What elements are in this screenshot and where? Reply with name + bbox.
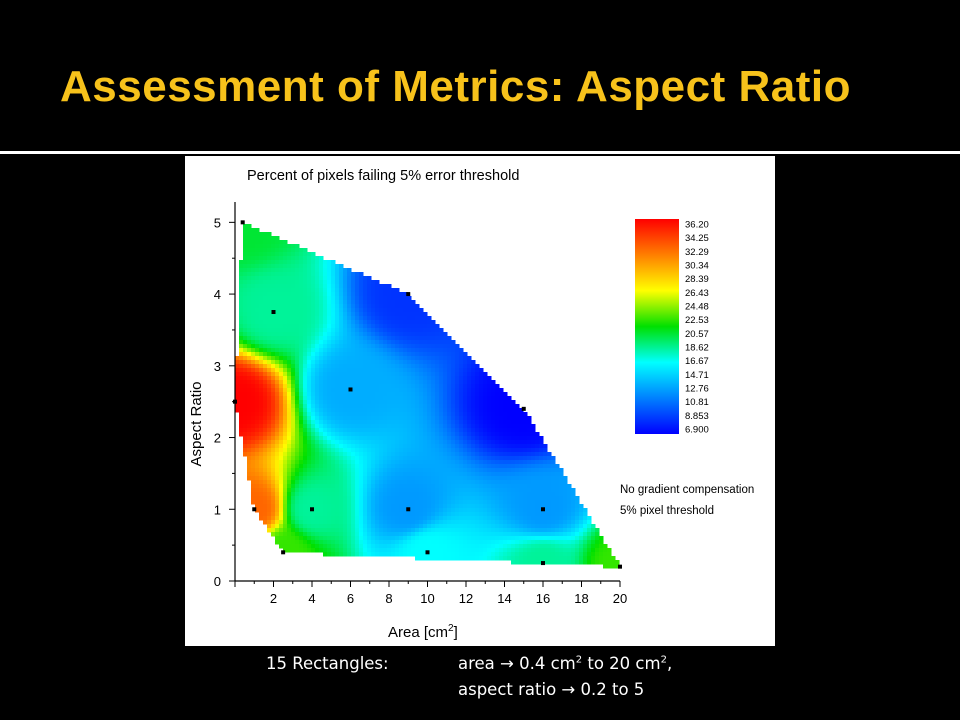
colorbar-gradient	[635, 219, 679, 434]
data-point	[541, 561, 545, 566]
plot-area	[233, 220, 622, 569]
colorbar-label: 8.853	[685, 411, 709, 422]
caption-line-2-prefix: aspect ratio	[458, 680, 562, 699]
y-tick-label: 5	[214, 215, 221, 230]
data-point	[425, 550, 430, 555]
chart: Percent of pixels failing 5% error thres…	[188, 168, 754, 641]
data-point	[521, 406, 526, 411]
data-point	[618, 564, 622, 569]
data-point	[541, 507, 545, 512]
caption-sup: 2	[575, 654, 583, 666]
colorbar-label: 22.53	[685, 315, 709, 326]
colorbar-label: 10.81	[685, 397, 709, 408]
x-tick-label: 16	[536, 591, 550, 606]
colorbar-label: 20.57	[685, 329, 709, 340]
caption-line-1: area → 0.4 cm2 to 20 cm2,	[458, 654, 672, 673]
y-tick-label: 0	[214, 574, 221, 589]
data-point	[252, 507, 257, 512]
y-tick-label: 2	[214, 431, 221, 446]
arrow-icon: →	[561, 680, 576, 699]
colorbar-label: 34.25	[685, 233, 709, 244]
y-axis: 0 1 2 3 4 5	[214, 202, 236, 589]
x-tick-label: 18	[574, 591, 588, 606]
colorbar-label: 24.48	[685, 302, 709, 313]
caption-label: 15 Rectangles:	[266, 654, 389, 673]
y-tick-label: 4	[214, 287, 221, 302]
chart-panel: Percent of pixels failing 5% error thres…	[185, 156, 775, 646]
x-tick-label: 8	[385, 591, 392, 606]
caption-line-1-text: 0.4 cm	[513, 654, 576, 673]
colorbar-label: 14.71	[685, 370, 709, 381]
caption-line-1-mid: to 20 cm	[582, 654, 661, 673]
x-tick-label: 2	[270, 591, 277, 606]
caption-line-1-prefix: area	[458, 654, 501, 673]
x-tick-label: 4	[308, 591, 315, 606]
data-point	[348, 387, 353, 392]
x-tick-label: 10	[420, 591, 434, 606]
y-axis-label: Aspect Ratio	[188, 381, 205, 466]
colorbar-label: 36.20	[685, 220, 709, 231]
caption-line-1-end: ,	[666, 654, 673, 673]
x-tick-label: 20	[613, 591, 627, 606]
arrow-icon: →	[500, 654, 514, 673]
x-axis-label: Area [cm2]	[388, 623, 458, 641]
data-point	[240, 220, 245, 225]
title-bar: Assessment of Metrics: Aspect Ratio	[0, 0, 960, 150]
y-tick-label: 1	[214, 502, 221, 517]
legend: No gradient compensation 5% pixel thresho…	[620, 484, 754, 517]
title-divider	[0, 151, 960, 154]
x-tick-label: 14	[497, 591, 511, 606]
x-axis: 2 4 6 8 10 12 14 16 18 20	[234, 580, 627, 606]
caption-sup-2: 2	[660, 654, 667, 666]
colorbar-label: 12.76	[685, 384, 709, 395]
data-point	[406, 292, 411, 297]
legend-entry: No gradient compensation	[620, 484, 754, 496]
caption-line-2: aspect ratio → 0.2 to 5	[458, 680, 644, 699]
colorbar-label: 28.39	[685, 274, 709, 285]
x-tick-label: 6	[347, 591, 354, 606]
slide-title: Assessment of Metrics: Aspect Ratio	[60, 62, 851, 111]
legend-entry: 5% pixel threshold	[620, 505, 714, 517]
data-point	[271, 310, 276, 315]
data-point	[281, 550, 286, 555]
colorbar-label: 18.62	[685, 343, 709, 354]
chart-title: Percent of pixels failing 5% error thres…	[247, 168, 519, 184]
y-tick-label: 3	[214, 359, 221, 374]
x-tick-label: 12	[459, 591, 473, 606]
colorbar-label: 26.43	[685, 288, 709, 299]
data-point	[406, 507, 411, 512]
colorbar-label: 6.900	[685, 425, 709, 436]
colorbar-label: 16.67	[685, 356, 709, 367]
colorbar: 36.20 34.25 32.29 30.34 28.39 26.43 24.48 22.53…	[635, 219, 709, 436]
caption-line-2-text: 0.2 to 5	[575, 680, 645, 699]
colorbar-label: 30.34	[685, 261, 709, 272]
colorbar-label: 32.29	[685, 247, 709, 258]
data-point	[310, 507, 314, 512]
